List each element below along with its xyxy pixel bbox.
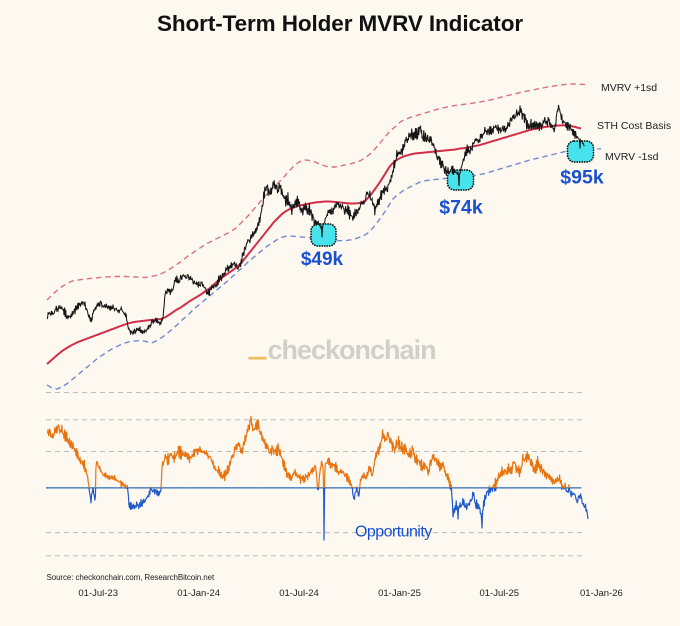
svg-text:$74k: $74k	[439, 197, 483, 219]
svg-text:MVRV -1sd: MVRV -1sd	[605, 151, 659, 163]
svg-text:01-Jan-26: 01-Jan-26	[580, 588, 623, 599]
svg-text:Opportunity: Opportunity	[355, 524, 432, 541]
svg-text:STH Cost Basis: STH Cost Basis	[597, 120, 671, 132]
svg-text:01-Jul-24: 01-Jul-24	[279, 588, 319, 599]
svg-text:$49k: $49k	[301, 249, 344, 270]
svg-text:Source: checkonchain.com, Rese: Source: checkonchain.com, ResearchBitcoi…	[47, 573, 215, 582]
svg-text:$95k: $95k	[560, 167, 604, 189]
svg-text:01-Jan-25: 01-Jan-25	[378, 588, 421, 599]
svg-text:01-Jan-24: 01-Jan-24	[177, 588, 220, 599]
svg-text:MVRV +1sd: MVRV +1sd	[601, 82, 657, 94]
svg-text:01-Jul-23: 01-Jul-23	[78, 588, 118, 599]
svg-text:checkonchain: checkonchain	[268, 335, 436, 365]
svg-text:01-Jul-25: 01-Jul-25	[479, 588, 519, 599]
